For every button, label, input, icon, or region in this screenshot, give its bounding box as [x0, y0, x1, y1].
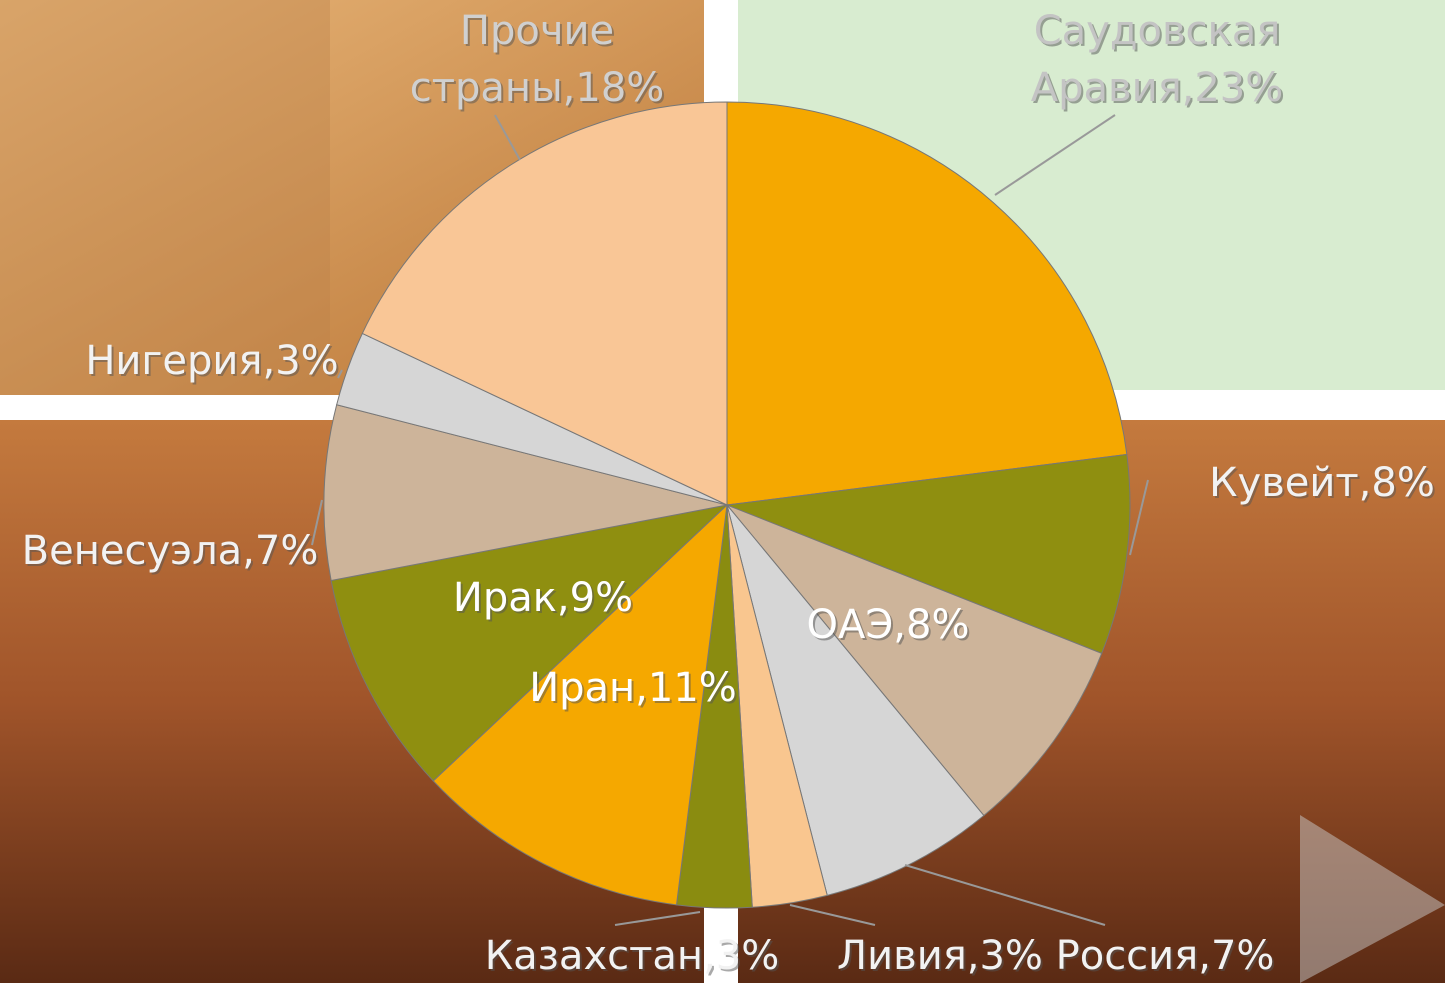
pie-slice — [323, 404, 728, 582]
data-label: Нигерия,3% — [85, 338, 338, 384]
data-label: Венесуэла,7% — [22, 528, 319, 574]
data-label: Россия,7% — [1056, 933, 1275, 979]
leader-line — [904, 864, 1106, 926]
background-shade — [0, 0, 330, 400]
data-label: Саудовская — [1034, 8, 1281, 54]
data-label-shadow: Кувейт,8% — [1211, 462, 1437, 508]
pie-slice — [432, 503, 728, 906]
leader-line — [1129, 479, 1149, 556]
pie-slice — [726, 101, 1128, 506]
pie-slice — [330, 504, 729, 782]
data-label: Иран,11% — [529, 665, 737, 711]
leader-line — [337, 369, 343, 379]
data-label: Аравия,23% — [1031, 65, 1284, 111]
data-label: Кувейт,8% — [1209, 460, 1435, 506]
pie-slice — [361, 101, 728, 506]
data-label: Казахстан,3% — [485, 933, 780, 979]
data-label-shadow: Казахстан,3% — [487, 935, 782, 981]
data-label-shadow: Нигерия,3% — [87, 340, 340, 386]
data-label: Ливия,3% — [837, 933, 1043, 979]
leader-line — [614, 911, 701, 926]
data-label-shadow: Прочие — [462, 10, 616, 56]
leader-line — [789, 904, 876, 926]
data-label-shadow: Россия,7% — [1058, 935, 1277, 981]
data-label: страны,18% — [410, 65, 665, 111]
leader-line — [311, 499, 323, 546]
data-label-shadow: Аравия,23% — [1033, 67, 1286, 113]
pie-slice — [726, 453, 1131, 655]
data-label-shadow: Иран,11% — [531, 667, 739, 713]
data-label: Ирак,9% — [453, 575, 633, 621]
leader-line — [994, 114, 1116, 196]
data-label-shadow: ОАЭ,8% — [809, 604, 972, 650]
data-label: ОАЭ,8% — [807, 602, 970, 648]
data-label-shadow: Венесуэла,7% — [24, 530, 321, 576]
arrow-icon — [1300, 815, 1445, 983]
data-label-shadow: Ливия,3% — [839, 935, 1045, 981]
data-label: Прочие — [460, 8, 614, 54]
divider-v-bottom — [704, 905, 738, 983]
pie-slice — [726, 504, 1103, 817]
leader-line — [494, 114, 521, 161]
pie-slice — [726, 504, 985, 896]
data-label-shadow: Ирак,9% — [455, 577, 635, 623]
data-label-shadow: Саудовская — [1036, 10, 1283, 56]
data-label-shadow: страны,18% — [412, 67, 667, 113]
